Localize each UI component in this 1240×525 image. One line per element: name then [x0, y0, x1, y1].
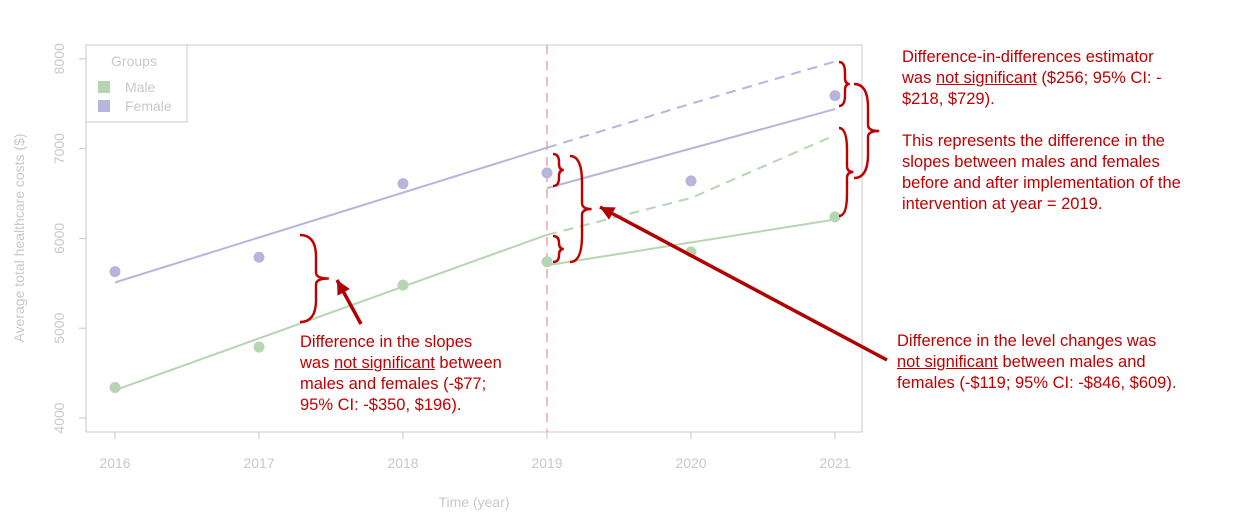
female-point — [109, 266, 121, 278]
male-point — [541, 256, 553, 268]
male-point — [829, 211, 841, 223]
female-point — [685, 175, 697, 187]
x-axis-title: Time (year) — [438, 494, 509, 510]
x-tick-label: 2018 — [387, 455, 418, 471]
male-point — [253, 341, 265, 353]
y-tick-label: 7000 — [51, 133, 67, 164]
level-line-2-post: between males and — [997, 353, 1146, 371]
x-tick-label: 2016 — [99, 455, 130, 471]
female-point — [541, 167, 553, 179]
y-tick-label: 8000 — [51, 43, 67, 74]
did-line-7: intervention at year = 2019. — [902, 195, 1103, 213]
female-level-change-brace — [552, 152, 564, 188]
did-line-4: This represents the difference in the — [902, 132, 1165, 150]
male-point — [109, 381, 121, 393]
female-legend-swatch — [98, 100, 110, 112]
slopes-not-significant: not significant — [333, 354, 435, 372]
female-post-trend-line — [546, 108, 836, 190]
x-tick-label: 2021 — [819, 455, 850, 471]
female-pre-trend-line — [114, 146, 548, 284]
male-level-change-brace — [552, 234, 564, 264]
legend-title: Groups — [111, 53, 157, 69]
slopes-line-2-post: between — [434, 354, 502, 372]
did-line-6: before and after implementation of the — [902, 174, 1181, 192]
did-annotation: Difference-in-differences estimator was … — [902, 47, 1181, 215]
level-not-significant: not significant — [897, 353, 998, 371]
female-legend-label: Female — [125, 98, 172, 114]
slopes-line-2-pre: was — [300, 354, 334, 372]
level-line-3: females (-$119; 95% CI: -$846, $609). — [897, 374, 1177, 392]
female-point — [829, 90, 841, 102]
female-counterfactual-line — [546, 60, 836, 149]
level-annotation: Difference in the level changes was not … — [897, 331, 1176, 394]
slopes-line-4: 95% CI: -$350, $196). — [300, 396, 462, 414]
male-point — [397, 279, 409, 291]
slopes-line-3: males and females (-$77; — [300, 375, 487, 393]
slope-difference-brace — [299, 233, 329, 324]
male-pre-trend-line — [114, 233, 548, 392]
did-line-2-post: ($256; 95% CI: - — [1036, 69, 1162, 87]
did-line-2-pre: was — [902, 69, 936, 87]
y-tick-label: 6000 — [51, 223, 67, 254]
x-tick-label: 2020 — [675, 455, 706, 471]
y-axis-title: Average total healthcare costs ($) — [11, 133, 27, 342]
male-post-trend-line — [546, 218, 836, 267]
slopes-line-1: Difference in the slopes — [300, 333, 473, 351]
y-tick-label: 5000 — [51, 312, 67, 343]
female-post-slope-brace — [838, 60, 850, 108]
male-post-slope-brace — [838, 126, 854, 218]
female-point — [253, 251, 265, 263]
did-brace — [853, 82, 880, 180]
x-tick-label: 2017 — [243, 455, 274, 471]
y-tick-label: 4000 — [51, 402, 67, 433]
did-line-1: Difference-in-differences estimator — [902, 48, 1154, 66]
did-not-significant: not significant — [935, 69, 1037, 87]
did-line-3: $218, $729). — [902, 90, 995, 108]
male-legend-label: Male — [125, 79, 156, 95]
male-legend-swatch — [98, 81, 110, 93]
x-tick-label: 2019 — [531, 455, 562, 471]
level-difference-brace — [569, 154, 592, 264]
slopes-annotation: Difference in the slopes was not signifi… — [300, 332, 502, 416]
level-arrow-head — [600, 207, 616, 220]
level-line-1: Difference in the level changes was — [897, 332, 1157, 350]
did-line-5: slopes between males and females — [902, 153, 1160, 171]
slopes-arrow-head — [337, 280, 350, 296]
level-arrow — [599, 205, 888, 362]
female-point — [397, 178, 409, 190]
